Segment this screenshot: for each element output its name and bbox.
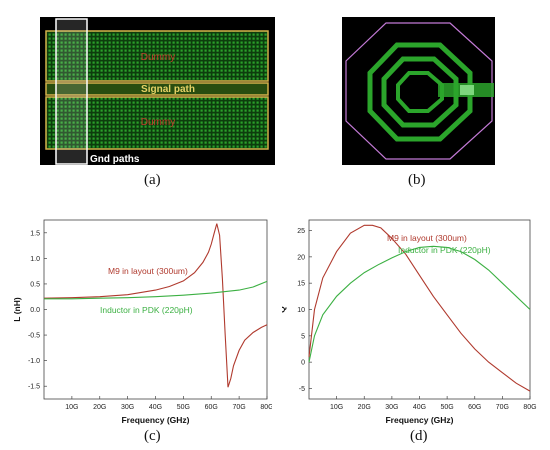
chart-d-x-tick-label: 10G [330, 404, 343, 411]
chart-d-x-tick-label: 20G [358, 404, 371, 411]
signal-path-label: Signal path [141, 84, 195, 95]
chart-c-series-line-1 [44, 280, 268, 300]
chart-d-annotation-1: Inductor in PDK (220pH) [398, 245, 491, 255]
chart-d-x-tick-label: 80G [523, 404, 536, 411]
chart-c-y-tick-label: 0.0 [30, 307, 40, 314]
dummy-top-region [45, 30, 269, 82]
chart-c-series-line-0 [43, 223, 268, 388]
chart-c-x-tick-label: 60G [205, 404, 218, 411]
caption-c: (c) [144, 428, 161, 444]
guard-ring [345, 22, 493, 160]
caption-d: (d) [410, 428, 428, 444]
chart-c-y-tick-label: 1.0 [30, 256, 40, 263]
chart-c-annotation-1: Inductor in PDK (220pH) [100, 305, 193, 315]
chart-d-y-tick-label: 5 [301, 333, 305, 340]
layout-b-image [342, 17, 495, 165]
caption-b: (b) [408, 172, 426, 188]
chart-c-annotation-0: M9 in layout (300um) [108, 266, 188, 276]
chart-d-y-tick-label: 0 [301, 360, 305, 367]
chart-d-y-tick-label: -5 [299, 386, 305, 393]
chart-d-x-tick-label: 30G [385, 404, 398, 411]
chart-c-panel: 10G 20G 30G 40G 50G 60G 70G 80G -1.5 -1.0 -0.5 0.0 0… [0, 215, 274, 430]
layout-a-panel: Dummy Signal path Dummy Gnd paths [40, 17, 275, 165]
chart-d-x-axis-label: Frequency (GHz) [385, 415, 453, 425]
chart-c-plot-frame [43, 219, 268, 400]
chart-c-y-tick-label: -1.5 [28, 384, 40, 391]
coil-turn-outer [367, 42, 473, 142]
dummy-top-label: Dummy [141, 52, 175, 63]
dummy-bottom-label: Dummy [141, 117, 175, 128]
chart-c-y-axis-label: L (nH) [12, 297, 22, 322]
chart-d-y-tick-label: 15 [297, 281, 305, 288]
chart-c-y-tick-label: 0.5 [30, 281, 40, 288]
chart-d-series-line-0 [308, 224, 531, 392]
gnd-path-box [55, 18, 88, 165]
chart-d: 10G 20G 30G 40G 50G 60G 70G 80G -5 0 5 10 15 20 25 Freq… [277, 219, 537, 425]
caption-a: (a) [144, 172, 161, 188]
chart-c-y-tick-label: 1.5 [30, 230, 40, 237]
coil-turn-middle [381, 56, 459, 128]
chart-d-x-tick-label: 40G [413, 404, 426, 411]
coil-turn-inner [396, 71, 444, 113]
chart-c-y-tick-label: -1.0 [28, 358, 40, 365]
chart-d-y-tick-label: 20 [297, 254, 305, 261]
chart-c-x-axis-label: Frequency (GHz) [121, 415, 189, 425]
chart-c-x-tick-label: 70G [233, 404, 246, 411]
chart-d-y-axis-label: Q [282, 306, 287, 313]
layout-a-image: Dummy Signal path Dummy Gnd paths [40, 17, 275, 165]
chart-d-series-line-1 [308, 245, 531, 363]
chart-d-x-tick-label: 70G [496, 404, 509, 411]
chart-c-x-tick-label: 10G [65, 404, 78, 411]
chart-d-plot-frame [308, 219, 531, 400]
gnd-paths-label: Gnd paths [90, 154, 140, 165]
chart-d-panel: 10G 20G 30G 40G 50G 60G 70G 80G -5 0 5 10 15 20 25 Freq… [277, 215, 550, 430]
signal-path-region [45, 82, 269, 96]
chart-c-x-tick-label: 80G [260, 404, 272, 411]
chart-d-x-tick-label: 60G [468, 404, 481, 411]
chart-d-y-tick-label: 10 [297, 307, 305, 314]
chart-c-x-tick-label: 30G [121, 404, 134, 411]
layout-b-panel [342, 17, 495, 165]
chart-c-y-tick-label: -0.5 [28, 333, 40, 340]
chart-c: 10G 20G 30G 40G 50G 60G 70G 80G -1.5 -1.0 -0.5 0.0 0… [12, 219, 274, 425]
chart-d-annotation-0: M9 in layout (300um) [387, 233, 467, 243]
chart-c-x-tick-label: 20G [93, 404, 106, 411]
chart-c-x-tick-label: 40G [149, 404, 162, 411]
chart-d-x-tick-label: 50G [441, 404, 454, 411]
chart-d-y-tick-label: 25 [297, 228, 305, 235]
coil-port-via [460, 85, 474, 95]
dummy-bottom-region [45, 96, 269, 150]
chart-c-x-tick-label: 50G [177, 404, 190, 411]
